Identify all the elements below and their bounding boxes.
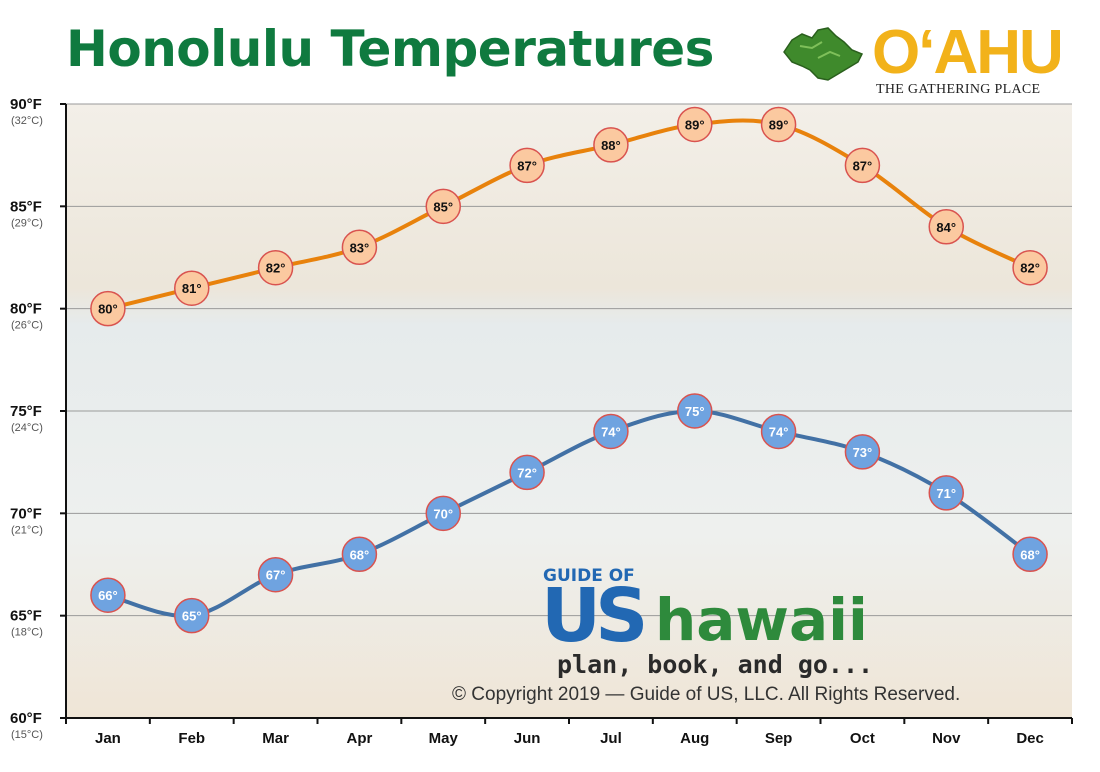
x-tick-label: Mar bbox=[262, 730, 289, 747]
high-data-label: 82° bbox=[1020, 261, 1040, 276]
y-tick-celsius: (24°C) bbox=[11, 422, 43, 434]
x-tick-label: Dec bbox=[1016, 730, 1044, 747]
high-point bbox=[844, 147, 881, 184]
oahu-island-icon bbox=[783, 27, 864, 81]
x-tick-label: Jul bbox=[600, 730, 622, 747]
low-point bbox=[844, 434, 881, 470]
low-data-label: 65° bbox=[182, 609, 202, 624]
low-point bbox=[593, 413, 629, 450]
low-data-label: 72° bbox=[517, 465, 537, 480]
low-data-label: 74° bbox=[769, 424, 789, 439]
high-point bbox=[1012, 249, 1048, 286]
y-tick-label: 90°F bbox=[10, 96, 42, 113]
low-data-label: 68° bbox=[1020, 547, 1040, 562]
y-tick-celsius: (18°C) bbox=[11, 627, 43, 639]
low-data-label: 71° bbox=[936, 486, 956, 501]
low-data-label: 75° bbox=[685, 404, 705, 419]
high-point bbox=[677, 106, 713, 143]
x-tick-label: Apr bbox=[346, 730, 372, 747]
high-point bbox=[90, 290, 126, 327]
high-data-label: 85° bbox=[433, 199, 453, 214]
high-point bbox=[760, 106, 797, 143]
high-point bbox=[593, 127, 629, 163]
y-axis-ticks: 90°F (32°C) 85°F (29°C) 80°F (26°C) 75°F (24°C)… bbox=[10, 96, 43, 741]
x-tick-label: May bbox=[429, 730, 459, 747]
high-point bbox=[928, 209, 964, 245]
low-point bbox=[174, 597, 210, 634]
low-data-label: 74° bbox=[601, 424, 621, 439]
low-point bbox=[257, 556, 294, 593]
low-point bbox=[1012, 536, 1048, 573]
high-data-label: 82° bbox=[266, 261, 286, 276]
high-data-label: 87° bbox=[853, 158, 873, 173]
chart-title: Honolulu Temperatures bbox=[66, 20, 714, 78]
low-point bbox=[509, 454, 545, 491]
high-data-label: 89° bbox=[685, 117, 705, 132]
y-tick-celsius: (32°C) bbox=[11, 115, 43, 127]
low-point bbox=[341, 536, 378, 573]
low-point bbox=[760, 413, 797, 450]
y-tick-label: 80°F bbox=[10, 301, 42, 318]
high-point bbox=[425, 188, 461, 225]
axes bbox=[60, 103, 1073, 724]
y-tick-celsius: (21°C) bbox=[11, 524, 43, 536]
x-tick-label: Aug bbox=[680, 730, 709, 747]
high-point bbox=[341, 229, 378, 266]
y-tick-label: 85°F bbox=[10, 198, 42, 215]
high-data-label: 89° bbox=[769, 117, 789, 132]
high-point bbox=[509, 147, 545, 184]
low-point bbox=[928, 475, 964, 511]
high-data-label: 83° bbox=[350, 240, 370, 255]
x-tick-label: Feb bbox=[178, 730, 205, 747]
low-point bbox=[677, 393, 713, 429]
high-point bbox=[257, 249, 294, 286]
y-tick-label: 65°F bbox=[10, 608, 42, 625]
copyright-notice: © Copyright 2019 — Guide of US, LLC. All… bbox=[452, 684, 961, 705]
oahu-logo: O‘AHU bbox=[872, 18, 1064, 87]
y-tick-celsius: (29°C) bbox=[11, 217, 43, 229]
high-data-label: 80° bbox=[98, 302, 118, 317]
x-tick-label: Jan bbox=[95, 730, 121, 747]
low-point bbox=[90, 577, 126, 613]
x-tick-label: Jun bbox=[514, 730, 541, 747]
high-data-label: 87° bbox=[517, 158, 537, 173]
high-data-label: 84° bbox=[936, 220, 956, 235]
y-tick-label: 60°F bbox=[10, 710, 42, 727]
y-tick-celsius: (15°C) bbox=[11, 729, 43, 741]
grid bbox=[66, 103, 1072, 617]
low-point bbox=[425, 495, 461, 532]
watermark-us: US bbox=[541, 573, 648, 659]
low-data-label: 67° bbox=[266, 568, 286, 583]
high-data-label: 81° bbox=[182, 281, 202, 296]
x-tick-label: Sep bbox=[765, 730, 793, 747]
low-data-label: 73° bbox=[853, 445, 873, 460]
y-tick-celsius: (26°C) bbox=[11, 320, 43, 332]
watermark-hawaii: hawaii bbox=[655, 586, 868, 654]
high-point bbox=[174, 270, 210, 306]
y-tick-label: 70°F bbox=[10, 505, 42, 522]
watermark-guide-of: GUIDE OF bbox=[543, 566, 635, 586]
x-tick-label: Nov bbox=[932, 730, 961, 747]
low-data-label: 70° bbox=[433, 506, 453, 521]
watermark-tagline: plan, book, and go... bbox=[557, 650, 874, 679]
oahu-logo-tagline: THE GATHERING PLACE bbox=[876, 82, 1041, 97]
low-data-label: 66° bbox=[98, 588, 118, 603]
y-tick-label: 75°F bbox=[10, 403, 42, 420]
x-axis-ticks: Jan Feb Mar Apr May Jun Jul Aug Sep Oct Nov Dec bbox=[95, 730, 1044, 747]
series: 80° 81° 82° 83° 85° 87° 88° 89° 89° 87° 84° 82° 66° 6… bbox=[90, 106, 1048, 634]
high-data-label: 88° bbox=[601, 138, 621, 153]
low-data-label: 68° bbox=[350, 547, 370, 562]
x-tick-label: Oct bbox=[850, 730, 875, 747]
